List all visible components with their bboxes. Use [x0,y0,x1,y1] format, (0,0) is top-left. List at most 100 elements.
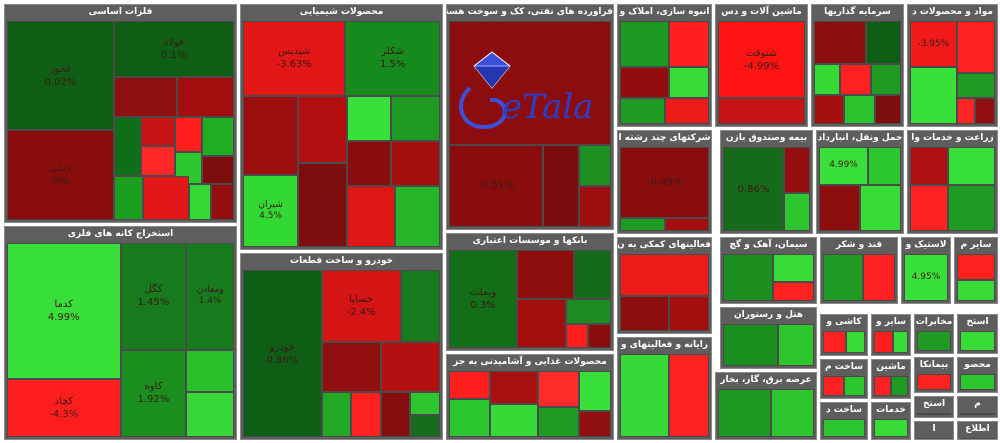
stock-tile[interactable] [718,389,771,437]
stock-tile[interactable] [917,331,951,351]
stock-tile[interactable] [956,98,976,124]
stock-tile[interactable] [870,64,901,96]
stock-tile[interactable] [960,331,995,351]
stock-tile[interactable] [891,376,908,396]
stock-tile[interactable] [957,279,995,301]
sector[interactable]: انبوه سازی، املاک و [617,4,712,127]
stock-tile[interactable] [211,184,234,220]
stock-tile[interactable] [718,98,805,124]
stock-tile[interactable] [321,341,381,392]
stock-tile[interactable] [664,98,709,124]
stock-tile[interactable] [113,116,141,177]
stock-tile[interactable]: شتوقت -4.99% [718,21,805,99]
stock-tile[interactable] [773,282,814,301]
stock-tile[interactable] [578,410,611,437]
stock-tile[interactable] [814,95,845,124]
stock-tile[interactable] [823,376,844,396]
stock-tile[interactable] [620,98,665,124]
stock-tile[interactable]: شکلر 1.5% [345,21,440,96]
stock-tile[interactable] [892,331,908,353]
stock-tile[interactable] [400,270,440,342]
sector[interactable]: ماشین [871,359,911,399]
sector[interactable]: مواد و محصولات د -3.95% [907,4,998,127]
stock-tile[interactable]: فولاد 0.1% [113,21,234,77]
sector[interactable]: کاشی و [820,314,868,356]
sector[interactable]: زراعت و خدمات وا [907,130,998,234]
stock-tile[interactable] [140,116,175,147]
stock-tile[interactable] [565,299,611,324]
stock-tile[interactable] [975,98,995,124]
stock-tile[interactable] [957,254,995,280]
stock-tile[interactable] [410,415,440,437]
stock-tile[interactable]: کگل 1.45% [120,243,187,350]
sector[interactable]: استخ [914,396,954,418]
stock-tile[interactable] [620,21,669,68]
sector[interactable]: مخابرات [914,314,954,354]
stock-tile[interactable] [956,21,995,73]
sector[interactable]: رایانه و فعالیتهای و [617,337,712,440]
stock-tile[interactable] [380,341,440,392]
sector[interactable]: سایر م [954,237,998,304]
stock-tile[interactable] [860,184,901,231]
sector[interactable]: بانکها و موسسات اعتباری وبملت 0.3% [446,233,614,351]
sector[interactable]: ساخت م [820,359,868,399]
stock-tile[interactable] [243,95,299,175]
sector[interactable]: بیمانکا [914,357,954,393]
sector[interactable]: ساخت د [820,402,868,440]
stock-tile[interactable] [960,438,995,439]
stock-tile[interactable] [823,254,863,301]
stock-tile[interactable] [770,389,814,437]
stock-tile[interactable] [814,64,841,96]
stock-tile[interactable] [588,323,611,348]
sector[interactable]: فراورده های نفتی، کک و سوخت هسته -0.51% [446,4,614,230]
stock-tile[interactable] [390,140,440,186]
stock-tile[interactable] [910,184,949,231]
sector[interactable]: هتل و رستوران [720,307,817,369]
stock-tile[interactable] [174,116,203,153]
stock-tile[interactable] [351,391,381,437]
stock-tile[interactable] [143,176,189,220]
stock-tile[interactable] [668,296,709,331]
sector[interactable]: استخ [957,314,998,354]
sector[interactable]: ماشین آلات و دس شتوقت -4.99% [715,4,808,127]
stock-tile[interactable] [874,95,901,124]
stock-tile[interactable]: 4.95% [904,254,948,301]
stock-tile[interactable] [573,250,611,299]
stock-tile[interactable]: وبملت 0.3% [449,250,518,348]
sector[interactable]: خودرو و ساخت قطعات خودرو 0.86% خساپا -2.4% [240,253,443,440]
stock-tile[interactable] [347,140,391,186]
stock-tile[interactable] [664,218,709,231]
stock-tile[interactable] [840,64,871,96]
stock-tile[interactable] [814,21,867,65]
sector[interactable]: سیمان، آهک و گچ [720,237,817,304]
sector[interactable]: سایر و [871,314,911,356]
stock-tile[interactable] [394,185,440,247]
stock-tile[interactable] [202,116,234,157]
stock-tile[interactable] [578,371,611,411]
stock-tile[interactable]: -0.51% [449,144,543,227]
stock-tile[interactable] [202,156,234,185]
stock-tile[interactable] [668,354,709,437]
stock-tile[interactable] [960,413,995,415]
stock-tile[interactable]: فخوز 0.02% [7,21,114,131]
stock-tile[interactable] [956,72,995,99]
stock-tile[interactable] [948,147,995,185]
stock-tile[interactable] [910,67,957,124]
stock-tile[interactable] [113,76,178,117]
sector[interactable]: بیمه وصندوق بازن 0.86% [720,130,813,234]
stock-tile[interactable]: خساپا -2.4% [321,270,401,342]
sector[interactable]: عرضه برق، گاز، بخار [715,372,817,440]
stock-tile[interactable] [174,152,203,185]
sector[interactable]: خدمات [871,402,911,440]
stock-tile[interactable] [321,391,352,437]
stock-tile[interactable] [917,438,951,439]
stock-tile[interactable]: 0.86% [723,147,784,231]
stock-tile[interactable] [489,404,539,437]
stock-tile[interactable] [874,331,893,353]
stock-tile[interactable] [186,392,234,437]
sector[interactable]: محصولات شیمیایی شپدیس -3.63% شکلر 1.5% شیران 4… [240,4,443,250]
stock-tile[interactable] [620,354,669,437]
stock-tile[interactable] [846,331,865,353]
stock-tile[interactable] [844,376,865,396]
stock-tile[interactable]: فملی 0% [7,130,114,220]
